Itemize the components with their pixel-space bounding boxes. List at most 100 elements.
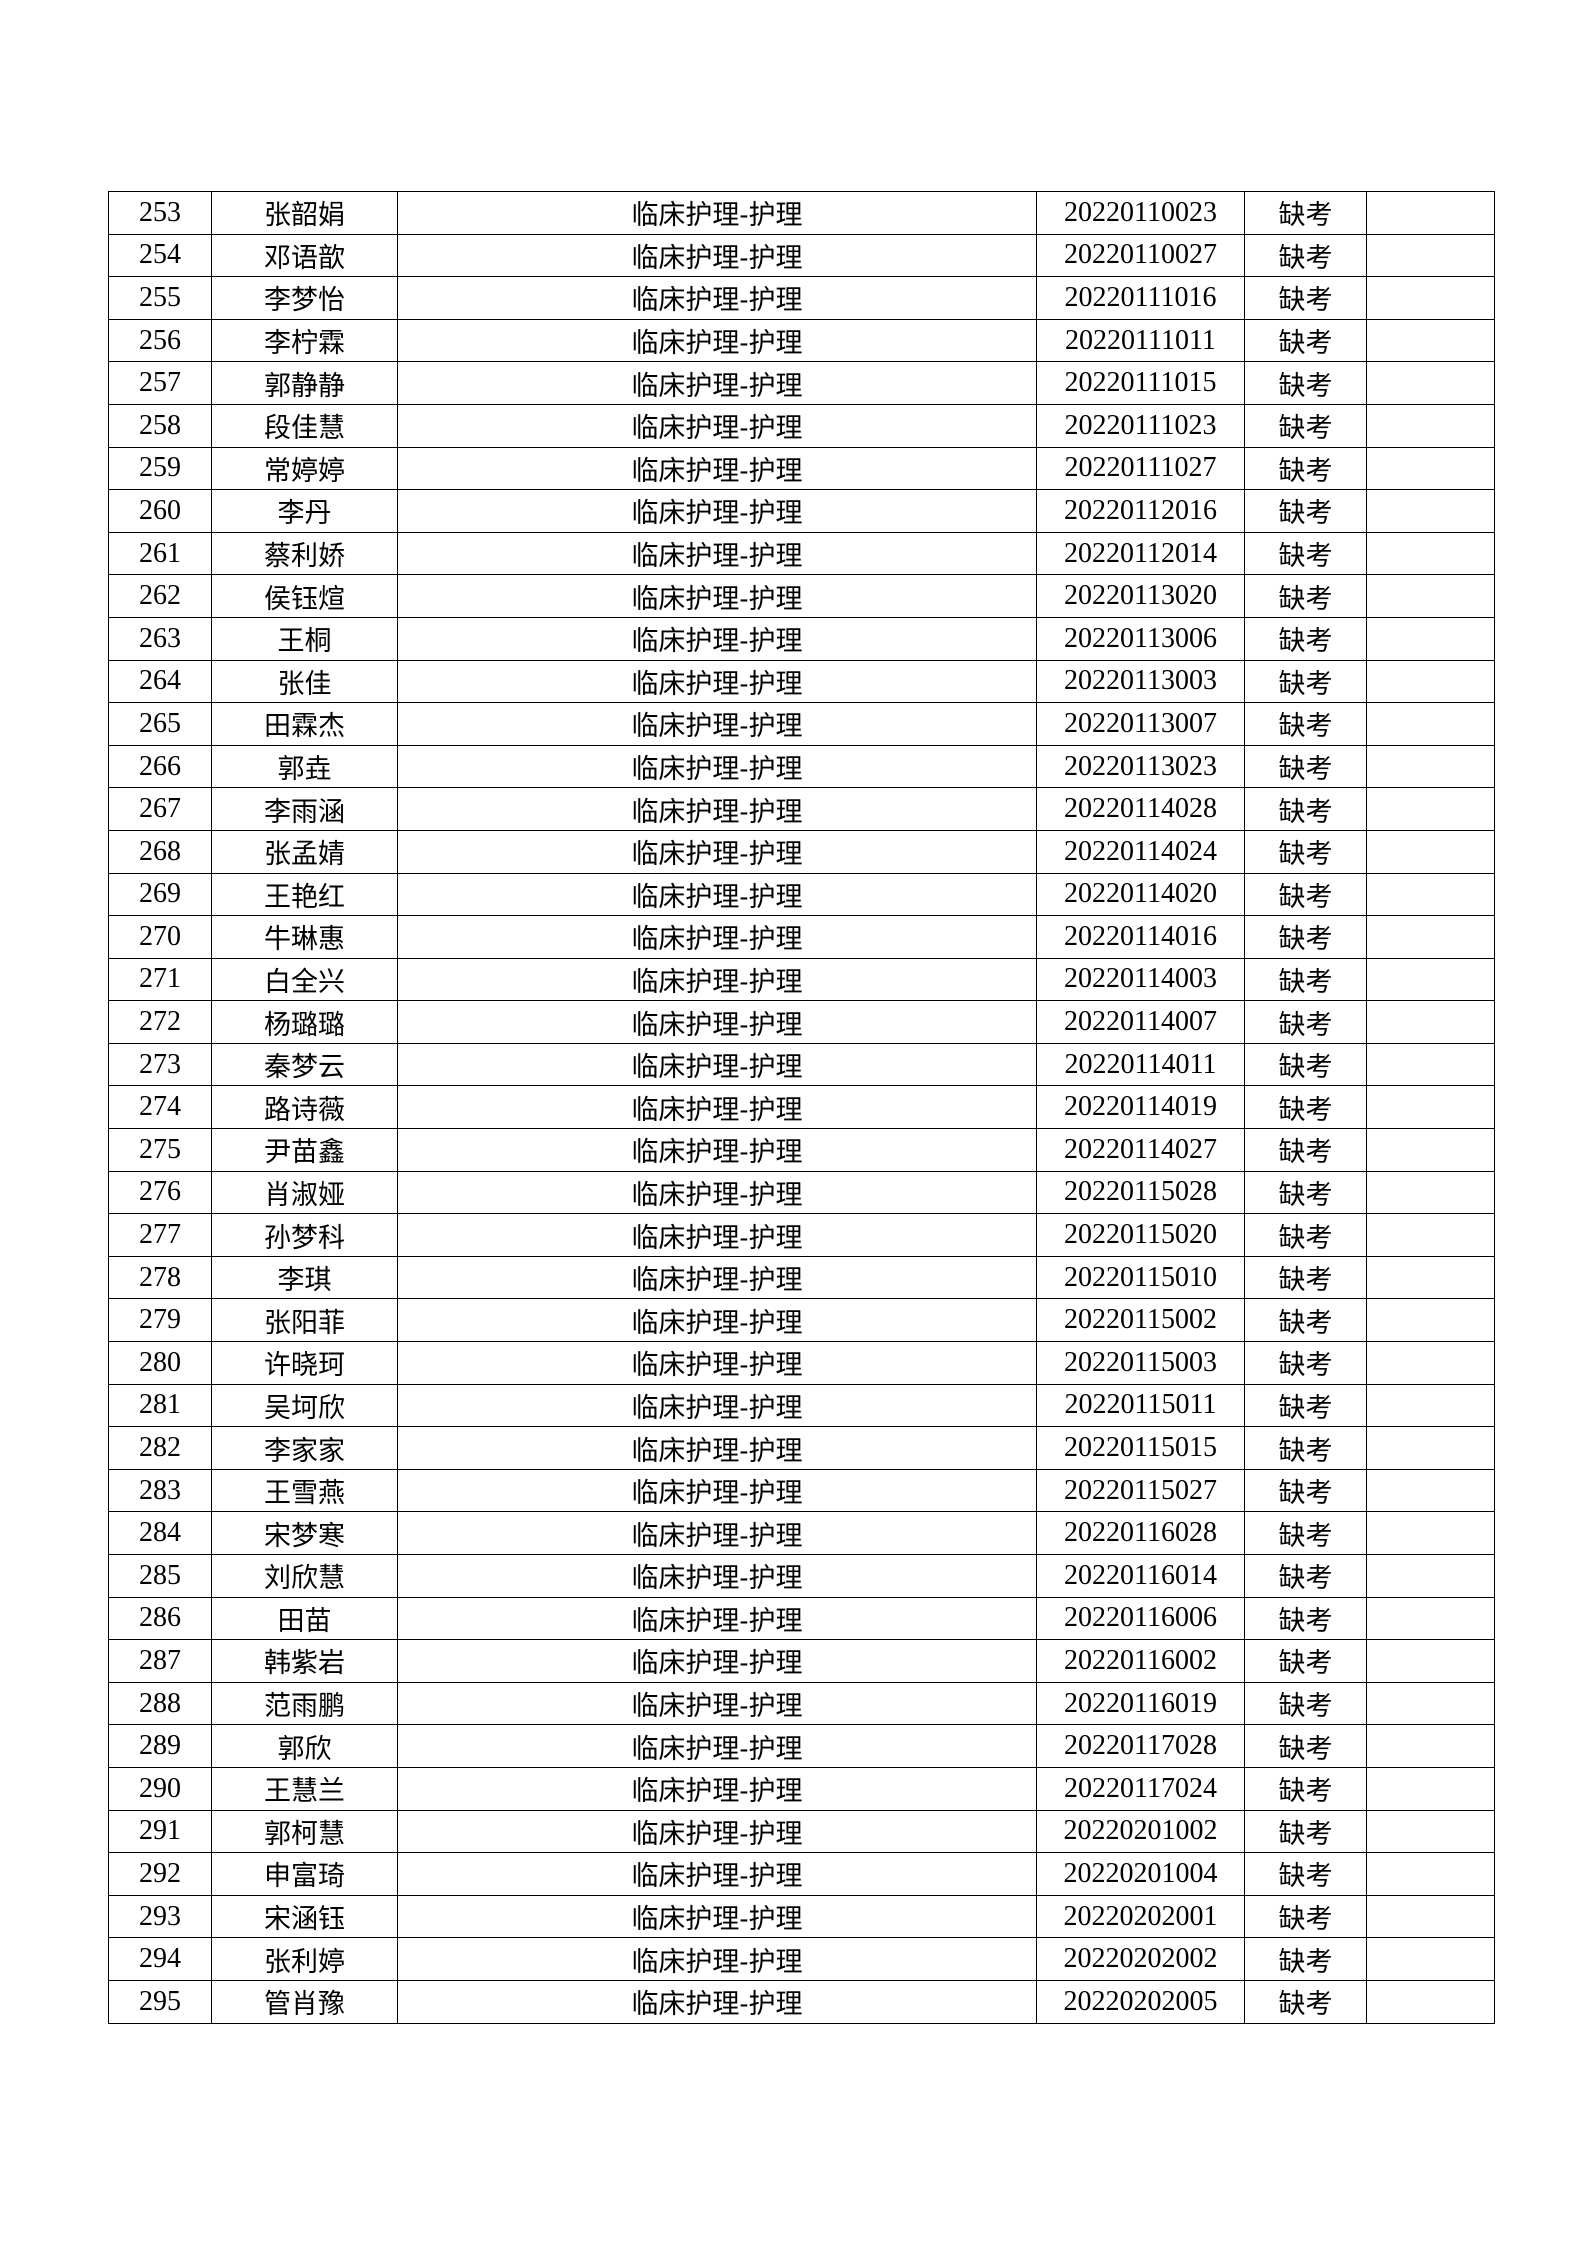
table-row: 254 邓语歆 临床护理-护理 20220110027 缺考 <box>108 233 1495 278</box>
major-cell: 临床护理-护理 <box>397 1341 1037 1385</box>
major-cell: 临床护理-护理 <box>397 1468 1037 1513</box>
exam-id-cell: 20220115015 <box>1036 1426 1245 1470</box>
row-number-cell: 274 <box>108 1085 212 1130</box>
candidate-name-cell: 申富琦 <box>211 1852 398 1896</box>
table-row: 293 宋涵钰 临床护理-护理 20220202001 缺考 <box>108 1894 1495 1939</box>
candidate-name-cell: 郭欣 <box>211 1724 398 1768</box>
row-number-cell: 266 <box>108 744 212 789</box>
row-number-cell: 288 <box>108 1681 212 1726</box>
table-row: 266 郭垚 临床护理-护理 20220113023 缺考 <box>108 744 1495 789</box>
table-row: 283 王雪燕 临床护理-护理 20220115027 缺考 <box>108 1468 1495 1513</box>
major-cell: 临床护理-护理 <box>397 1639 1037 1683</box>
row-number-cell: 293 <box>108 1894 212 1939</box>
table-row: 256 李柠霖 临床护理-护理 20220111011 缺考 <box>108 318 1495 363</box>
table-row: 269 王艳红 临床护理-护理 20220114020 缺考 <box>108 872 1495 917</box>
exam-id-cell: 20220110027 <box>1036 233 1245 278</box>
exam-id-cell: 20220114019 <box>1036 1085 1245 1130</box>
remark-cell <box>1366 1341 1495 1385</box>
row-number-cell: 278 <box>108 1255 212 1300</box>
row-number-cell: 275 <box>108 1128 212 1172</box>
table-row: 264 张佳 临床护理-护理 20220113003 缺考 <box>108 659 1495 704</box>
exam-status-cell: 缺考 <box>1244 489 1367 533</box>
row-number-cell: 284 <box>108 1511 212 1555</box>
exam-id-cell: 20220114027 <box>1036 1128 1245 1172</box>
exam-status-cell: 缺考 <box>1244 276 1367 320</box>
candidate-name-cell: 宋涵钰 <box>211 1894 398 1939</box>
major-cell: 临床护理-护理 <box>397 787 1037 831</box>
candidate-name-cell: 张韶娟 <box>211 191 398 235</box>
exam-id-cell: 20220115020 <box>1036 1213 1245 1257</box>
remark-cell <box>1366 233 1495 278</box>
remark-cell <box>1366 574 1495 618</box>
remark-cell <box>1366 1852 1495 1896</box>
row-number-cell: 271 <box>108 957 212 1002</box>
table-row: 275 尹苗鑫 临床护理-护理 20220114027 缺考 <box>108 1128 1495 1172</box>
row-number-cell: 254 <box>108 233 212 278</box>
major-cell: 临床护理-护理 <box>397 702 1037 746</box>
candidate-name-cell: 吴坷欣 <box>211 1383 398 1428</box>
table-row: 272 杨璐璐 临床护理-护理 20220114007 缺考 <box>108 1000 1495 1044</box>
exam-id-cell: 20220202002 <box>1036 1937 1245 1981</box>
exam-id-cell: 20220115011 <box>1036 1383 1245 1428</box>
exam-id-cell: 20220114011 <box>1036 1042 1245 1087</box>
major-cell: 临床护理-护理 <box>397 403 1037 448</box>
candidate-name-cell: 杨璐璐 <box>211 1000 398 1044</box>
remark-cell <box>1366 1554 1495 1598</box>
remark-cell <box>1366 872 1495 917</box>
row-number-cell: 280 <box>108 1341 212 1385</box>
row-number-cell: 282 <box>108 1426 212 1470</box>
exam-id-cell: 20220116028 <box>1036 1511 1245 1555</box>
table-row: 253 张韶娟 临床护理-护理 20220110023 缺考 <box>108 191 1495 235</box>
row-number-cell: 272 <box>108 1000 212 1044</box>
exam-status-cell: 缺考 <box>1244 1979 1367 2024</box>
table-row: 258 段佳慧 临床护理-护理 20220111023 缺考 <box>108 403 1495 448</box>
remark-cell <box>1366 1937 1495 1981</box>
major-cell: 临床护理-护理 <box>397 318 1037 363</box>
remark-cell <box>1366 1255 1495 1300</box>
row-number-cell: 279 <box>108 1298 212 1343</box>
major-cell: 临床护理-护理 <box>397 1937 1037 1981</box>
exam-id-cell: 20220114020 <box>1036 872 1245 917</box>
exam-status-cell: 缺考 <box>1244 191 1367 235</box>
row-number-cell: 268 <box>108 829 212 874</box>
exam-id-cell: 20220114024 <box>1036 829 1245 874</box>
major-cell: 临床护理-护理 <box>397 233 1037 278</box>
major-cell: 临床护理-护理 <box>397 1170 1037 1215</box>
exam-id-cell: 20220115003 <box>1036 1341 1245 1385</box>
exam-status-cell: 缺考 <box>1244 744 1367 789</box>
exam-id-cell: 20220110023 <box>1036 191 1245 235</box>
row-number-cell: 270 <box>108 915 212 959</box>
remark-cell <box>1366 446 1495 491</box>
exam-id-cell: 20220115028 <box>1036 1170 1245 1215</box>
remark-cell <box>1366 1596 1495 1641</box>
exam-status-cell: 缺考 <box>1244 1170 1367 1215</box>
major-cell: 临床护理-护理 <box>397 191 1037 235</box>
major-cell: 临床护理-护理 <box>397 616 1037 661</box>
table-row: 276 肖淑娅 临床护理-护理 20220115028 缺考 <box>108 1170 1495 1215</box>
table-row: 290 王慧兰 临床护理-护理 20220117024 缺考 <box>108 1766 1495 1811</box>
row-number-cell: 283 <box>108 1468 212 1513</box>
exam-id-cell: 20220114003 <box>1036 957 1245 1002</box>
table-row: 270 牛琳惠 临床护理-护理 20220114016 缺考 <box>108 915 1495 959</box>
exam-id-cell: 20220115010 <box>1036 1255 1245 1300</box>
candidate-name-cell: 邓语歆 <box>211 233 398 278</box>
candidate-name-cell: 侯钰煊 <box>211 574 398 618</box>
exam-status-cell: 缺考 <box>1244 361 1367 405</box>
candidate-name-cell: 王雪燕 <box>211 1468 398 1513</box>
row-number-cell: 277 <box>108 1213 212 1257</box>
remark-cell <box>1366 403 1495 448</box>
candidate-name-cell: 许晓珂 <box>211 1341 398 1385</box>
row-number-cell: 287 <box>108 1639 212 1683</box>
remark-cell <box>1366 318 1495 363</box>
major-cell: 临床护理-护理 <box>397 531 1037 576</box>
exam-id-cell: 20220115002 <box>1036 1298 1245 1343</box>
exam-id-cell: 20220114028 <box>1036 787 1245 831</box>
exam-status-cell: 缺考 <box>1244 1766 1367 1811</box>
candidate-name-cell: 李梦怡 <box>211 276 398 320</box>
major-cell: 临床护理-护理 <box>397 1596 1037 1641</box>
major-cell: 临床护理-护理 <box>397 1128 1037 1172</box>
remark-cell <box>1366 659 1495 704</box>
remark-cell <box>1366 1468 1495 1513</box>
exam-status-cell: 缺考 <box>1244 915 1367 959</box>
exam-status-cell: 缺考 <box>1244 1468 1367 1513</box>
